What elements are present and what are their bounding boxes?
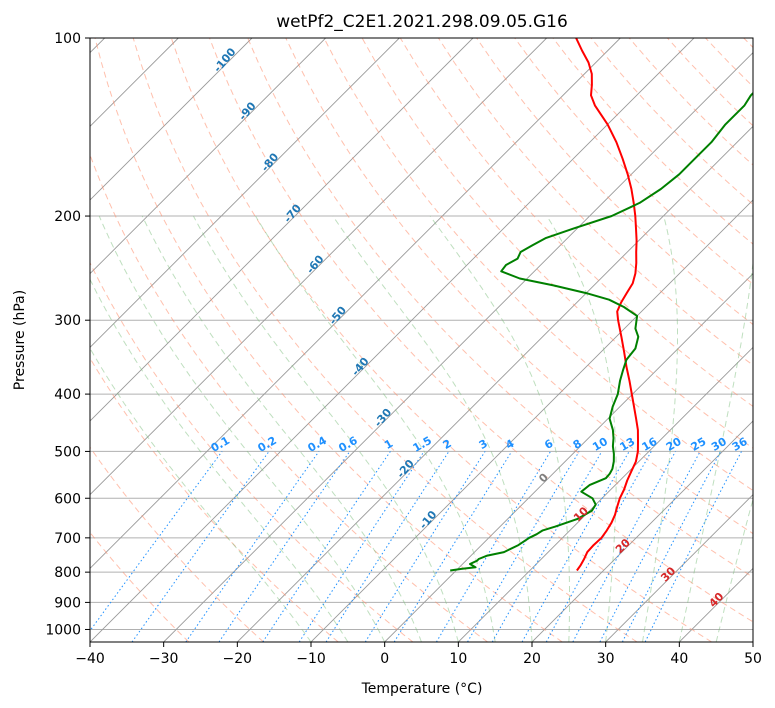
isotherm-line xyxy=(458,346,753,642)
sounding-lines xyxy=(450,38,753,572)
dewpoint-line xyxy=(450,91,753,572)
dry-adiabat-line xyxy=(90,357,339,642)
mixing-ratio-line xyxy=(572,451,676,642)
moist-adiabat-line xyxy=(332,215,533,642)
x-tick-label: 30 xyxy=(597,651,615,667)
background-lines xyxy=(90,38,753,642)
x-tick-label: −30 xyxy=(149,651,179,667)
isotherm-line xyxy=(605,494,753,642)
moist-adiabat-line xyxy=(678,259,753,642)
dry-adiabat-line xyxy=(94,38,563,642)
y-tick-label: 100 xyxy=(54,31,81,47)
x-tick-label: 40 xyxy=(670,651,688,667)
axes: −40 −30 −20 −10 0 10 20 30 40 50 100 200 300 400 500 60… xyxy=(45,31,762,667)
isotherm-line xyxy=(384,273,753,642)
moist-adiabat-line xyxy=(98,215,386,642)
mixing-ratio-line xyxy=(644,451,742,642)
mixing-ratio-line xyxy=(262,451,391,642)
dry-adiabat-line xyxy=(476,38,753,326)
mixing-ratio-line xyxy=(185,451,320,642)
dry-adiabat-line xyxy=(170,38,712,642)
x-tick-label: 0 xyxy=(380,651,389,667)
x-tick-label: −10 xyxy=(296,651,326,667)
isotherm-line xyxy=(90,38,474,422)
y-tick-label: 300 xyxy=(54,313,81,329)
y-tick-label: 600 xyxy=(54,491,81,507)
isotherm-line xyxy=(90,38,547,496)
dry-adiabat-line xyxy=(209,38,753,623)
isotherm-line xyxy=(90,38,621,569)
mixing-ratio-line xyxy=(218,451,351,642)
temperature-line xyxy=(575,38,639,572)
isotherm-line xyxy=(90,38,253,201)
mixing-ratio-line xyxy=(90,451,223,632)
moist-adiabat-line xyxy=(141,215,422,642)
isotherm-line xyxy=(163,52,753,642)
mixing-ratio-line xyxy=(131,451,270,642)
y-tick-label: 500 xyxy=(54,444,81,460)
y-tick-label: 900 xyxy=(54,595,81,611)
mixing-ratio-line xyxy=(298,451,425,642)
dry-adiabat-line xyxy=(323,38,753,492)
plot-frame xyxy=(89,37,754,643)
mixing-ratio-line xyxy=(521,451,630,642)
x-tick-label: 10 xyxy=(449,651,467,667)
mixing-ratio-line xyxy=(393,451,513,642)
moist-adiabat-line xyxy=(642,215,678,642)
mixing-ratio-line xyxy=(621,451,722,642)
dry-adiabat-line xyxy=(90,446,264,642)
y-tick-label: 1000 xyxy=(45,622,81,638)
y-tick-label: 700 xyxy=(54,531,81,547)
isotherm-line xyxy=(90,38,400,348)
moist-adiabat-line xyxy=(429,215,570,642)
x-tick-label: 20 xyxy=(523,651,541,667)
dry-adiabat-line xyxy=(285,38,753,535)
dry-adiabat-line xyxy=(247,38,753,578)
x-axis-label: Temperature (°C) xyxy=(361,681,483,697)
y-axis-label: Pressure (hPa) xyxy=(12,290,28,390)
dry-adiabat-line xyxy=(514,38,753,285)
chart-title: wetPf2_C2E1.2021.298.09.05.G16 xyxy=(276,12,568,32)
moist-adiabat-line xyxy=(546,215,617,642)
y-tick-label: 200 xyxy=(54,209,81,225)
isotherm-line xyxy=(531,420,753,642)
mixing-ratio-line xyxy=(545,451,652,642)
moist-adiabat-line xyxy=(90,347,312,642)
x-tick-label: −40 xyxy=(75,651,105,667)
x-tick-label: −20 xyxy=(223,651,253,667)
isotherm-line xyxy=(237,125,753,642)
y-tick-label: 800 xyxy=(54,565,81,581)
dry-adiabat-line xyxy=(90,261,414,642)
x-tick-label: 50 xyxy=(744,651,762,667)
mixing-ratio-line xyxy=(325,451,450,642)
isotherm-line xyxy=(90,38,326,275)
moist-adiabat-line xyxy=(192,215,459,642)
dry-adiabat-line xyxy=(132,38,638,642)
y-tick-label: 400 xyxy=(54,387,81,403)
isotherm-line xyxy=(90,38,695,642)
